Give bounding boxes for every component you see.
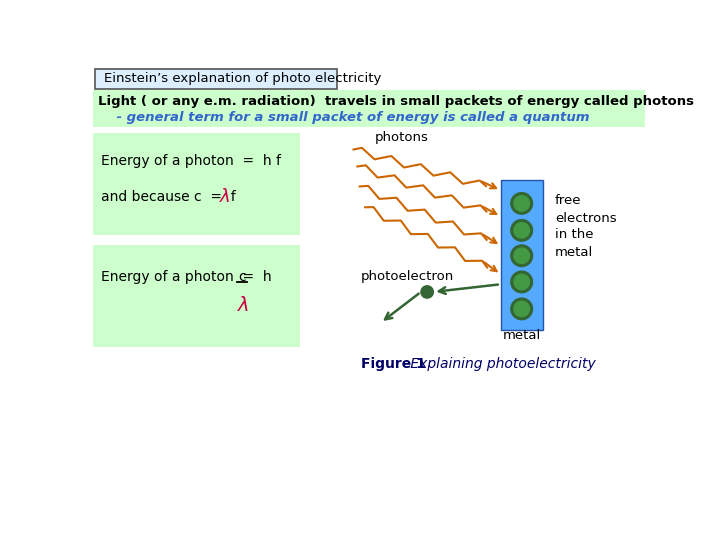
Text: λ: λ	[220, 188, 231, 206]
Text: Explaining photoelectricity: Explaining photoelectricity	[406, 356, 596, 370]
Circle shape	[514, 222, 529, 238]
Circle shape	[421, 286, 433, 298]
Circle shape	[510, 245, 533, 267]
Circle shape	[510, 298, 533, 320]
Circle shape	[514, 274, 529, 289]
Text: c: c	[238, 269, 246, 284]
Circle shape	[514, 248, 529, 264]
Text: Figure 1: Figure 1	[361, 356, 426, 370]
Circle shape	[510, 220, 533, 241]
Text: λ: λ	[238, 295, 250, 314]
Text: Energy of a photon  =  h f: Energy of a photon = h f	[101, 154, 281, 168]
Circle shape	[514, 301, 529, 316]
Text: metal: metal	[503, 329, 541, 342]
FancyBboxPatch shape	[93, 133, 300, 235]
Text: - general term for a small packet of energy is called a quantum: - general term for a small packet of ene…	[98, 111, 589, 124]
FancyBboxPatch shape	[93, 245, 300, 347]
Text: Einstein’s explanation of photo electricity: Einstein’s explanation of photo electric…	[104, 72, 382, 85]
Text: Light ( or any e.m. radiation)  travels in small packets of energy called photon: Light ( or any e.m. radiation) travels i…	[98, 95, 694, 108]
FancyBboxPatch shape	[93, 90, 645, 127]
Circle shape	[514, 195, 529, 211]
Text: photons: photons	[375, 131, 429, 144]
Text: photoelectron: photoelectron	[361, 270, 454, 283]
Circle shape	[510, 193, 533, 214]
FancyBboxPatch shape	[500, 180, 544, 330]
Text: and because c  =  f: and because c = f	[101, 190, 240, 204]
Circle shape	[510, 271, 533, 293]
FancyBboxPatch shape	[96, 69, 337, 89]
Text: Energy of a photon  =  h: Energy of a photon = h	[101, 269, 276, 284]
Text: free
electrons
in the
metal: free electrons in the metal	[555, 194, 616, 259]
